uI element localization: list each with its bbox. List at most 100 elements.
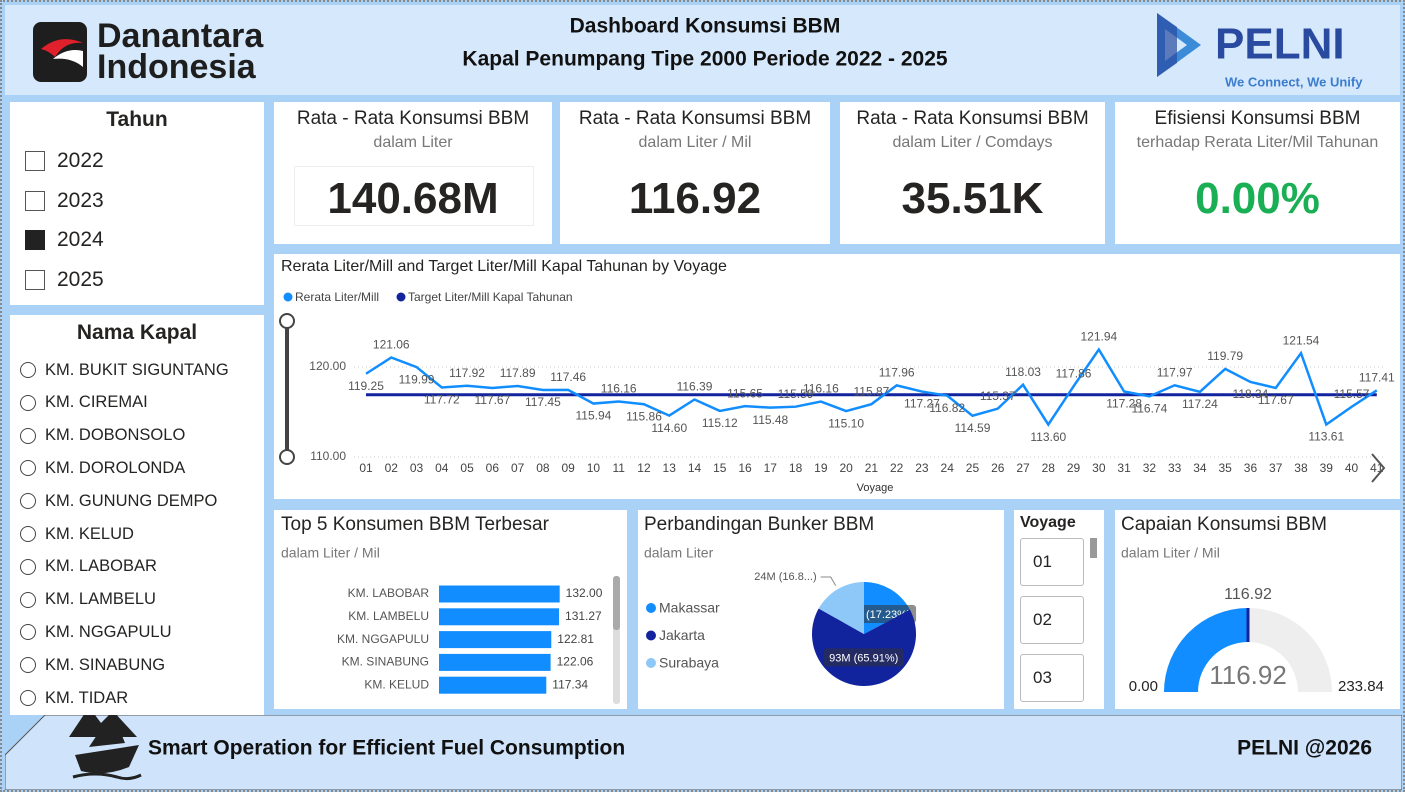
data-label: 93M (65.91%) (829, 652, 898, 664)
kpi-value: 116.92 (628, 174, 762, 223)
pelni-tagline: We Connect, We Unify (1225, 74, 1363, 89)
legend-label[interactable]: Surabaya (659, 655, 719, 671)
x-tick-label: 12 (637, 461, 651, 475)
ship-option[interactable]: KM. CIREMAI (10, 391, 264, 415)
chart-subtitle: dalam Liter / Mil (1121, 545, 1220, 561)
voyage-option[interactable]: 01 (1020, 538, 1084, 586)
checkbox[interactable] (25, 190, 45, 211)
radio-button[interactable] (20, 362, 36, 378)
data-label: 116.82 (929, 401, 965, 415)
radio-button[interactable] (20, 558, 36, 575)
x-tick-label: 08 (536, 461, 550, 475)
checkbox[interactable] (25, 269, 45, 290)
voyage-option[interactable]: 02 (1020, 596, 1084, 644)
year-label: 2022 (57, 149, 104, 172)
ship-label: KM. KELUD (45, 524, 134, 543)
kpi-value: 140.68M (327, 174, 499, 223)
data-label: 115.87 (853, 384, 889, 398)
ship-label: KM. NGGAPULU (45, 622, 172, 641)
ship-option[interactable]: KM. NGGAPULU (10, 620, 264, 644)
ship-option[interactable]: KM. BUKIT SIGUNTANG (10, 358, 264, 382)
footer: Smart Operation for Efficient Fuel Consu… (5, 715, 1402, 790)
data-label: 117.27 (904, 397, 940, 411)
range-handle[interactable] (279, 313, 295, 329)
target-label: 116.92 (1224, 586, 1272, 603)
radio-button[interactable] (20, 526, 36, 542)
line-chart: Rerata Liter/Mill and Target Liter/Mill … (279, 258, 1395, 494)
ship-label: KM. DOBONSOLO (45, 426, 186, 445)
kpi-title: Efisiensi Konsumsi BBM (1154, 108, 1361, 129)
radio-button[interactable] (20, 690, 36, 706)
year-option[interactable]: 2025 (10, 268, 264, 292)
data-label: 117.45 (525, 395, 561, 409)
chart-title: Rerata Liter/Mill and Target Liter/Mill … (281, 258, 727, 275)
legend-label[interactable]: Jakarta (659, 627, 705, 643)
data-label: 115.48 (752, 413, 788, 427)
checkbox[interactable] (25, 230, 45, 250)
data-label: 132.00 (566, 586, 603, 600)
ship-option[interactable]: KM. LABOBAR (10, 555, 264, 579)
pie-chart: Perbandingan Bunker BBM dalam Liter Makass… (644, 514, 917, 686)
range-handle[interactable] (279, 449, 295, 465)
kpi-subtitle: terhadap Rerata Liter/Mil Tahunan (1136, 134, 1379, 151)
year-option[interactable]: 2023 (10, 189, 264, 213)
data-label: 117.97 (1157, 365, 1193, 379)
ship-option[interactable]: KM. SINABUNG (10, 653, 264, 677)
label-background (823, 648, 904, 667)
scrollbar-thumb[interactable] (613, 576, 620, 630)
logo-mark (33, 22, 87, 82)
gauge-chart: Capaian Konsumsi BBM dalam Liter / Mil 116… (1121, 514, 1384, 695)
data-label: 119.79 (1207, 349, 1243, 363)
radio-button[interactable] (20, 657, 36, 674)
x-tick-label: 19 (814, 461, 828, 475)
year-option[interactable]: 2022 (10, 149, 264, 173)
radio-button[interactable] (20, 591, 36, 608)
ship-option[interactable]: KM. DOBONSOLO (10, 424, 264, 448)
ship-icon (75, 745, 139, 774)
radio-button[interactable] (20, 493, 36, 510)
radio-button[interactable] (20, 624, 36, 641)
scrollbar[interactable] (1090, 538, 1097, 558)
radio-button[interactable] (20, 460, 36, 477)
series-line (365, 347, 1378, 427)
ship-option[interactable]: KM. GUNUNG DEMPO (10, 489, 264, 513)
kpi-subtitle: dalam Liter / Mil (638, 134, 752, 151)
voyage-option[interactable]: 03 (1020, 654, 1084, 702)
data-label: 115.37 (980, 389, 1016, 403)
x-tick-label: 15 (713, 461, 727, 475)
voyage-slicer: Voyage 01 02 03 (1014, 510, 1104, 709)
year-option[interactable]: 2024 (10, 228, 264, 252)
data-label: 121.54 (1283, 333, 1320, 347)
radio-button[interactable] (20, 394, 36, 411)
ship-option[interactable]: KM. LAMBELU (10, 588, 264, 612)
x-tick-label: 10 (587, 461, 601, 475)
x-tick-label: 24 (941, 461, 955, 475)
kpi-card: Rata - Rata Konsumsi BBM dalam Liter / Co… (840, 102, 1105, 244)
kpi-frame (294, 166, 534, 226)
x-tick-label: 40 (1345, 461, 1359, 475)
x-tick-label: 32 (1143, 461, 1157, 475)
ship-option[interactable]: KM. KELUD (10, 522, 264, 546)
radio-button[interactable] (20, 427, 36, 444)
bar (439, 631, 552, 649)
legend-label[interactable]: Makassar (659, 600, 720, 616)
logo-swoosh (53, 50, 83, 67)
ship-option[interactable]: KM. DOROLONDA (10, 456, 264, 480)
bar (439, 653, 551, 671)
ship-label: KM. BUKIT SIGUNTANG (45, 360, 229, 379)
y-tick-label: KM. KELUD (364, 677, 429, 691)
scroll-arrow[interactable] (1371, 453, 1386, 483)
kpi-card: Rata - Rata Konsumsi BBM dalam Liter / Mi… (560, 102, 830, 244)
ship-label: KM. DOROLONDA (45, 458, 186, 477)
line-panel: Rerata Liter/Mill and Target Liter/Mill … (274, 254, 1400, 499)
data-label: 121.94 (1080, 330, 1117, 344)
checkbox[interactable] (25, 151, 45, 171)
dashboard-title: Dashboard Konsumsi BBM (570, 15, 841, 38)
kpi-value: 35.51K (901, 174, 1044, 223)
bar (439, 585, 560, 603)
y-tick-label: 110.00 (310, 449, 346, 463)
x-tick-label: 06 (486, 461, 500, 475)
x-tick-label: 05 (460, 461, 474, 475)
ship-option[interactable]: KM. TIDAR (10, 686, 264, 710)
